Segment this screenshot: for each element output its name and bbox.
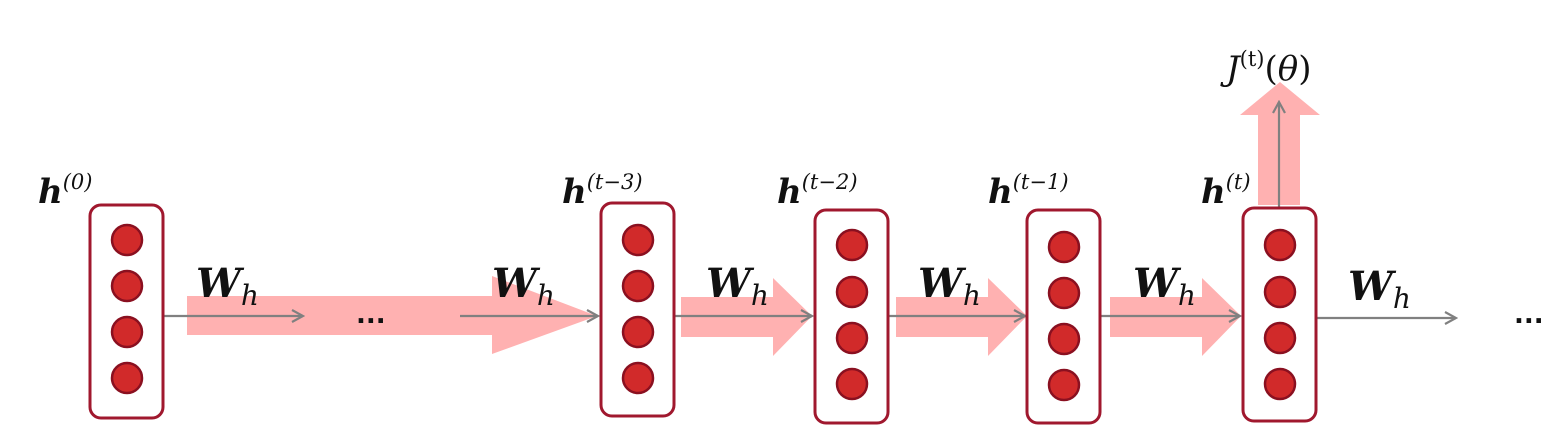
neuron — [621, 361, 655, 395]
hidden-node-1 — [599, 201, 676, 418]
recurrent-arrows — [163, 102, 1456, 318]
node-box — [599, 201, 676, 418]
neuron — [1263, 321, 1297, 355]
neuron — [110, 223, 144, 257]
node-label-0: h(0) — [38, 170, 92, 212]
node-box — [813, 208, 890, 425]
node-label-2: h(t−2) — [777, 170, 858, 212]
hidden-node-4 — [1241, 206, 1318, 423]
neuron — [835, 321, 869, 355]
neuron — [110, 269, 144, 303]
node-box — [1241, 206, 1318, 423]
node-box — [88, 203, 165, 420]
weight-label-4: Wh — [1133, 260, 1196, 312]
weight-label-3: Wh — [918, 260, 981, 312]
weight-label-0: Wh — [196, 260, 259, 312]
neuron — [110, 315, 144, 349]
neuron — [1047, 276, 1081, 310]
node-label-1: h(t−3) — [562, 170, 643, 212]
weight-label-1: Wh — [492, 260, 555, 312]
neuron — [621, 223, 655, 257]
neuron — [1263, 228, 1297, 262]
ellipsis-end: ... — [1514, 300, 1544, 330]
neuron — [621, 269, 655, 303]
hidden-node-3 — [1025, 208, 1102, 425]
node-label-4: h(t) — [1201, 170, 1251, 212]
ellipsis-middle: ... — [356, 300, 386, 330]
neuron — [1047, 230, 1081, 264]
weight-label-5: Wh — [1348, 263, 1411, 315]
neuron — [1263, 367, 1297, 401]
hidden-node-2 — [813, 208, 890, 425]
neuron — [1047, 368, 1081, 402]
gradient-arrow-long — [187, 276, 597, 354]
neuron — [110, 361, 144, 395]
neuron — [1047, 322, 1081, 356]
hidden-node-0 — [88, 203, 165, 420]
node-box — [1025, 208, 1102, 425]
neuron — [835, 275, 869, 309]
neuron — [1263, 275, 1297, 309]
neuron — [835, 367, 869, 401]
node-label-3: h(t−1) — [988, 170, 1069, 212]
output-loss-label: J(t)(θ) — [1220, 47, 1311, 89]
weight-label-2: Wh — [706, 260, 769, 312]
neuron — [835, 228, 869, 262]
neuron — [621, 315, 655, 349]
